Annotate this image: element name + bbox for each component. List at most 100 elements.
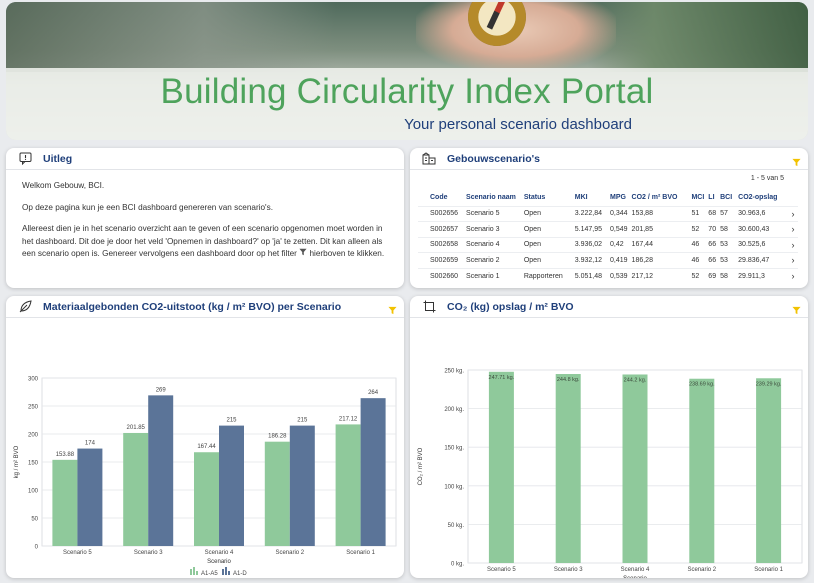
y-tick-label: 150 kg.	[444, 446, 464, 452]
table-cell: 58	[718, 221, 735, 237]
column-header[interactable]: Scenario naam	[466, 194, 516, 202]
hero-photo-rocks	[6, 2, 336, 72]
data-label: 215	[297, 418, 308, 424]
bar	[488, 371, 514, 563]
table-cell: 5.147,95	[566, 221, 607, 237]
table-cell: Open	[519, 252, 567, 268]
table-cell: Open	[519, 221, 567, 237]
buildings-icon	[422, 152, 436, 166]
chart1-header: Materiaalgebonden CO2-uitstoot (kg / m² …	[6, 296, 404, 318]
table-row[interactable]: S002658 Scenario 4 Open 3.936,02 0,42 167,44 4…	[418, 236, 799, 253]
x-tick-label: Scenario 4	[621, 567, 650, 573]
chart2-title: CO₂ (kg) opslag / m² BVO	[447, 300, 574, 313]
gebouwscenarios-card: Gebouwscenario's 1 - 5 van 5 Code Scenar…	[410, 148, 808, 288]
data-label: 174	[85, 441, 96, 447]
bar	[264, 441, 290, 546]
uitleg-welcome: Welkom Gebouw, BCI.	[22, 181, 105, 190]
table-cell: 3.222,84	[566, 205, 607, 222]
co2-opslag-chart-card: CO₂ (kg) opslag / m² BVO 0 kg. 50 kg. 100 …	[410, 296, 808, 582]
x-tick-label: Scenario 5	[487, 567, 516, 573]
table-cell: 66	[706, 252, 719, 268]
y-tick-label: 50 kg.	[448, 523, 465, 529]
uitleg-instructions: Allereest dien je in het scenario overzi…	[22, 223, 388, 261]
x-tick-label: Scenario 5	[63, 550, 92, 556]
column-header[interactable]: MPG	[610, 194, 626, 202]
table-cell: 52	[681, 267, 707, 284]
chart2-header: CO₂ (kg) opslag / m² BVO	[410, 296, 808, 318]
data-label: 217.12	[339, 416, 358, 422]
data-label: 238.69 kg.	[689, 382, 715, 388]
column-header[interactable]: MCI	[691, 194, 705, 202]
table-cell: Open	[519, 205, 567, 222]
gebouwscenarios-header: Gebouwscenario's	[410, 148, 808, 170]
table-cell: 69	[706, 267, 719, 284]
table-cell: 5.051,48	[566, 267, 607, 284]
chevron-right-icon[interactable]: ›	[781, 267, 799, 284]
x-tick-label: Scenario 1	[346, 550, 375, 556]
table-row[interactable]: S002659 Scenario 2 Open 3.932,12 0,419 186,28…	[418, 252, 799, 268]
y-tick-label: 50	[31, 517, 38, 523]
table-cell: 29.911,3	[734, 267, 782, 284]
gebouwscenarios-title: Gebouwscenario's	[447, 152, 540, 165]
table-cell: Scenario 2	[462, 252, 520, 268]
column-header[interactable]: MKI	[574, 194, 588, 202]
y-tick-label: 100 kg.	[444, 484, 464, 490]
legend-swatch	[193, 567, 195, 575]
bar	[689, 378, 715, 563]
table-cell: Scenario 4	[462, 236, 520, 253]
x-tick-label: Scenario 3	[554, 567, 583, 573]
uitleg-body: Welkom Gebouw, BCI. Op deze pagina kun j…	[6, 170, 404, 280]
table-cell: 70	[706, 221, 719, 237]
chevron-right-icon[interactable]: ›	[781, 236, 799, 253]
table-cell: 30.963,6	[734, 205, 782, 222]
leaf-icon	[18, 300, 32, 314]
hero-photo-trees	[588, 2, 808, 72]
column-header[interactable]: CO2 / m² BVO	[631, 194, 678, 202]
column-header[interactable]: CO2-opslag	[738, 194, 778, 202]
filter-icon[interactable]	[792, 154, 801, 167]
co2-opslag-bar-chart: 0 kg. 50 kg. 100 kg. 150 kg. 200 kg. 250 kg. S…	[418, 369, 803, 582]
table-cell: 51	[681, 205, 707, 222]
legend-label: A1-A5	[201, 571, 218, 577]
table-cell: 201,85	[631, 221, 682, 237]
chevron-right-icon[interactable]: ›	[781, 221, 799, 237]
table-cell: 68	[706, 205, 719, 222]
bar	[289, 425, 315, 546]
column-header[interactable]: Status	[523, 194, 546, 202]
data-label: 247.71 kg.	[489, 375, 515, 381]
column-header[interactable]: LI	[708, 194, 715, 202]
table-cell: S002658	[418, 236, 463, 253]
table-row[interactable]: S002657 Scenario 3 Open 5.147,95 0,549 201,85…	[418, 221, 799, 237]
table-cell: Open	[519, 236, 567, 253]
data-label: 153.88	[56, 452, 75, 458]
table-row[interactable]: S002660 Scenario 1 Rapporteren 5.051,48 0,53…	[418, 267, 799, 284]
bar	[335, 424, 361, 546]
table-cell: S002660	[418, 267, 463, 284]
filter-inline-icon	[299, 248, 307, 258]
table-cell: 53	[718, 236, 735, 253]
table-row[interactable]: S002656 Scenario 5 Open 3.222,84 0,344 153,88…	[418, 205, 799, 222]
filter-icon[interactable]	[388, 302, 397, 315]
column-header[interactable]: Code	[430, 194, 448, 202]
data-label: 201.85	[127, 425, 146, 431]
chevron-right-icon[interactable]: ›	[781, 252, 799, 268]
y-tick-label: 250	[28, 405, 39, 411]
x-tick-label: Scenario 2	[687, 567, 716, 573]
bar	[756, 378, 782, 563]
table-cell: Scenario 3	[462, 221, 520, 237]
table-cell: S002657	[418, 221, 463, 237]
table-cell: 29.836,47	[734, 252, 782, 268]
chevron-right-icon[interactable]: ›	[781, 205, 799, 222]
scenario-table: Code Scenario naam Status MKI MPG CO2 / …	[418, 190, 799, 284]
uitleg-instructions-b: hierboven te klikken.	[309, 249, 385, 258]
x-tick-label: Scenario 1	[754, 567, 783, 573]
table-cell: 30.525,6	[734, 236, 782, 253]
bar	[219, 425, 244, 546]
legend-item: A1-A5	[190, 567, 218, 577]
x-tick-label: Scenario 4	[205, 550, 234, 556]
bar	[555, 374, 581, 563]
table-cell: 0,549	[606, 221, 632, 237]
column-header[interactable]: BCI	[720, 194, 733, 202]
table-cell: 217,12	[631, 267, 682, 284]
filter-icon[interactable]	[792, 302, 801, 315]
